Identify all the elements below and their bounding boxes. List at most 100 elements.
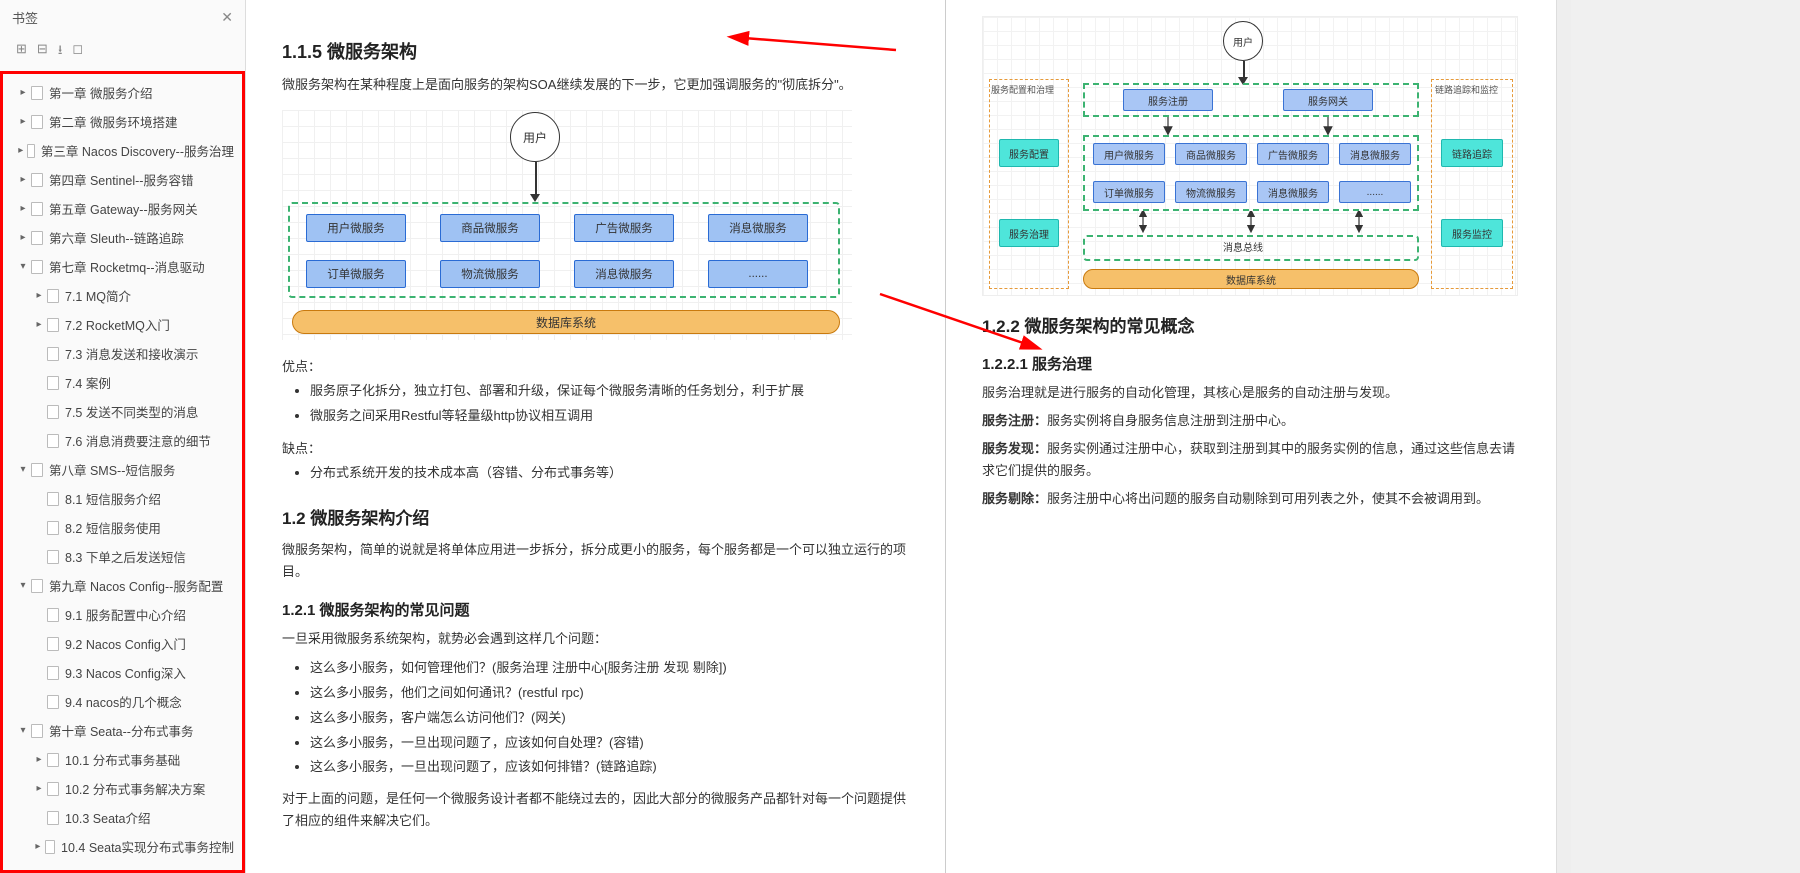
para-gov: 服务治理就是进行服务的自动化管理，其核心是服务的自动注册与发现。 (982, 382, 1520, 404)
bookmark-item[interactable]: ▸7.1 MQ简介 (3, 281, 242, 310)
heading-121: 1.2.1 微服务架构的常见问题 (282, 599, 909, 620)
bookmark-label: 第九章 Nacos Config--服务配置 (49, 576, 223, 595)
expand-icon[interactable]: ▸ (17, 203, 29, 214)
expand-icon[interactable]: ▸ (33, 841, 43, 852)
page-icon (31, 260, 43, 274)
bookmark-item[interactable]: 7.4 案例 (3, 368, 242, 397)
expand-icon[interactable]: ▾ (17, 261, 29, 272)
expand-icon[interactable]: ▸ (17, 87, 29, 98)
bookmark-item[interactable]: ▸ 第六章 Sleuth--链路追踪 (3, 223, 242, 252)
page-icon (31, 202, 43, 216)
page-icon (47, 695, 59, 709)
page-icon (27, 144, 35, 158)
expand-icon[interactable]: ▸ (17, 116, 29, 127)
para-evict: 服务剔除：服务注册中心将出问题的服务自动剔除到可用列表之外，使其不会被调用到。 (982, 488, 1520, 510)
page-icon (31, 579, 43, 593)
cyan-box: 服务监控 (1441, 219, 1503, 247)
svc-box: 订单微服务 (1093, 181, 1165, 203)
bookmark-item[interactable]: 9.1 服务配置中心介绍 (3, 600, 242, 629)
bookmark-label: 8.3 下单之后发送短信 (65, 547, 186, 566)
bookmark-item[interactable]: 7.6 消息消费要注意的细节 (3, 426, 242, 455)
bookmark-item[interactable]: ▾第八章 SMS--短信服务 (3, 455, 242, 484)
heading-1221: 1.2.2.1 服务治理 (982, 353, 1520, 374)
bookmark-item[interactable]: ▾第十章 Seata--分布式事务 (3, 716, 242, 745)
page-right: 用户 服务配置和治理 链路追踪和监控 服务配置 服务治理 链路追踪 服务监控 服… (946, 0, 1556, 873)
bookmark-item[interactable]: 10.3 Seata介绍 (3, 803, 242, 832)
collapse-all-icon[interactable]: ⊟ (37, 41, 48, 63)
diagram-architecture: 用户 服务配置和治理 链路追踪和监控 服务配置 服务治理 链路追踪 服务监控 服… (982, 16, 1518, 296)
bookmark-item[interactable]: ▸第一章 微服务介绍 (3, 78, 242, 107)
page-icon (47, 405, 59, 419)
list-item: 这么多小服务，一旦出现问题了，应该如何排错？(链路追踪) (310, 755, 909, 780)
page-icon (47, 318, 59, 332)
bookmark-item[interactable]: 9.3 Nacos Config深入 (3, 658, 242, 687)
user-node: 用户 (510, 112, 560, 162)
bookmark-item[interactable]: 7.5 发送不同类型的消息 (3, 397, 242, 426)
bookmark-label: 10.1 分布式事务基础 (65, 750, 180, 769)
expand-icon[interactable]: ▸ (33, 290, 45, 301)
bookmark-label: 第二章 微服务环境搭建 (49, 112, 177, 131)
expand-icon[interactable]: ▸ (33, 319, 45, 330)
bookmark-item[interactable]: ▸10.4 Seata实现分布式事务控制 (3, 832, 242, 861)
bookmark-item[interactable]: ▸10.2 分布式事务解决方案 (3, 774, 242, 803)
expand-icon[interactable]: ▸ (17, 232, 29, 243)
svc-box: 订单微服务 (306, 260, 406, 288)
bookmark-label: 7.3 消息发送和接收演示 (65, 344, 198, 363)
down-arrows (1083, 117, 1419, 137)
bookmark-item[interactable]: ▾ 第九章 Nacos Config--服务配置 (3, 571, 242, 600)
page-icon (31, 86, 43, 100)
bookmark-item[interactable]: 7.3 消息发送和接收演示 (3, 339, 242, 368)
page-icon (47, 521, 59, 535)
svc-box: 消息微服务 (708, 214, 808, 242)
page-icon (45, 840, 55, 854)
bookmark-item[interactable]: ▸ 第二章 微服务环境搭建 (3, 107, 242, 136)
list-item: 分布式系统开发的技术成本高（容错、分布式事务等） (310, 461, 909, 486)
bookmark-item[interactable]: ▸ 10.1 分布式事务基础 (3, 745, 242, 774)
svc-box: 用户微服务 (1093, 143, 1165, 165)
expand-icon[interactable]: ▾ (17, 580, 29, 591)
close-icon[interactable]: ✕ (221, 9, 233, 26)
connector-line (535, 162, 537, 196)
bookmark-item[interactable]: 8.2 短信服务使用 (3, 513, 242, 542)
cyan-box: 链路追踪 (1441, 139, 1503, 167)
sidebar-header: 书签 ✕ (0, 0, 245, 35)
bookmark-item[interactable]: ▸ 7.2 RocketMQ入门 (3, 310, 242, 339)
bookmark-icon[interactable]: ⭳ (58, 41, 63, 63)
bookmark-item[interactable]: 8.3 下单之后发送短信 (3, 542, 242, 571)
page-icon (47, 811, 59, 825)
vertical-scrollbar[interactable] (1556, 0, 1571, 873)
expand-icon[interactable]: ▾ (17, 725, 29, 736)
bookmark-item[interactable]: 9.4 nacos的几个概念 (3, 687, 242, 716)
bookmark-item[interactable]: ▸第三章 Nacos Discovery--服务治理 (3, 136, 242, 165)
expand-all-icon[interactable]: ⊞ (16, 41, 27, 63)
svc-box: 物流微服务 (1175, 181, 1247, 203)
page-icon (47, 492, 59, 506)
expand-icon[interactable]: ▸ (33, 783, 45, 794)
options-icon[interactable]: ◻ (72, 41, 83, 63)
svc-box: 物流微服务 (440, 260, 540, 288)
page-icon (47, 666, 59, 680)
para-reg: 服务注册：服务实例将自身服务信息注册到注册中心。 (982, 410, 1520, 432)
bookmark-label: 第四章 Sentinel--服务容错 (49, 170, 193, 189)
list-item: 这么多小服务，如何管理他们？(服务治理 注册中心[服务注册 发现 剔除]) (310, 656, 909, 681)
bookmark-item[interactable]: 9.2 Nacos Config入门 (3, 629, 242, 658)
bookmark-label: 第六章 Sleuth--链路追踪 (49, 228, 184, 247)
sidebar-toolbar: ⊞ ⊟ ⭳ ◻ (0, 35, 245, 71)
page-icon (31, 115, 43, 129)
expand-icon[interactable]: ▸ (33, 754, 45, 765)
bookmark-label: 7.2 RocketMQ入门 (65, 315, 170, 334)
list-item: 这么多小服务，他们之间如何通讯？(restful rpc) (310, 681, 909, 706)
bookmark-item[interactable]: ▸第五章 Gateway--服务网关 (3, 194, 242, 223)
bookmark-item[interactable]: ▾第七章 Rocketmq--消息驱动 (3, 252, 242, 281)
expand-icon[interactable]: ▸ (17, 174, 29, 185)
list-item: 这么多小服务，一旦出现问题了，应该如何自处理？(容错) (310, 731, 909, 756)
expand-icon[interactable]: ▾ (17, 464, 29, 475)
diagram-microservice: 用户 用户微服务 商品微服务 广告微服务 消息微服务 订单微服务 物流微服务 消… (282, 110, 852, 340)
list-item: 服务原子化拆分，独立打包、部署和升级，保证每个微服务清晰的任务划分，利于扩展 (310, 379, 909, 404)
expand-icon[interactable]: ▸ (17, 145, 25, 156)
bookmark-item[interactable]: 8.1 短信服务介绍 (3, 484, 242, 513)
user-node: 用户 (1223, 21, 1263, 61)
page-icon (47, 347, 59, 361)
svc-box: 商品微服务 (440, 214, 540, 242)
bookmark-item[interactable]: ▸ 第四章 Sentinel--服务容错 (3, 165, 242, 194)
